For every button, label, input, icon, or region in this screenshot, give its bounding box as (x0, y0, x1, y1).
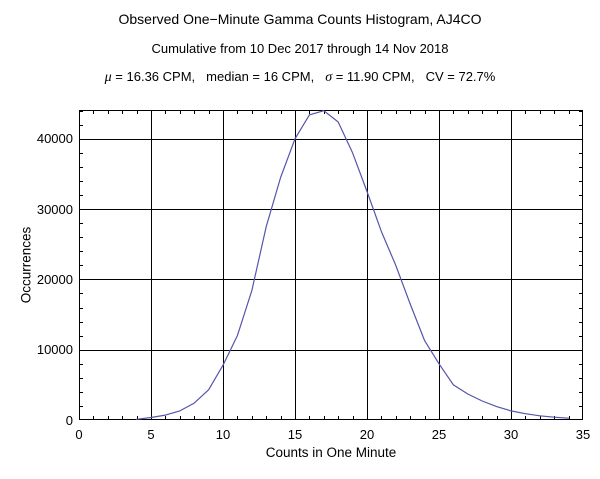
median-value: median = 16 CPM, (206, 69, 315, 84)
chart-title: Observed One−Minute Gamma Counts Histogr… (118, 11, 482, 27)
y-tick-label: 30000 (36, 201, 73, 217)
y-tick-label: 20000 (36, 271, 73, 287)
x-tick-label: 0 (75, 427, 83, 442)
plot-canvas (79, 110, 583, 420)
stats-line: μ = 16.36 CPM, median = 16 CPM, σ = 11.90 … (0, 69, 600, 86)
plot-frame (79, 110, 583, 420)
x-tick-label: 25 (431, 427, 447, 442)
cv-value: CV = 72.7% (425, 69, 496, 84)
y-tick-label: 10000 (36, 342, 73, 358)
x-axis-label: Counts in One Minute (265, 445, 397, 460)
sigma-symbol: σ (325, 70, 333, 85)
histogram-curve (135, 110, 570, 420)
sigma-value: = 11.90 CPM, (332, 69, 415, 84)
mu-symbol: μ (104, 70, 112, 85)
plot-area (79, 110, 583, 420)
gridlines (79, 110, 583, 420)
y-tick-label: 40000 (36, 131, 73, 147)
x-tick-label: 35 (575, 427, 591, 442)
x-tick-label: 20 (359, 427, 375, 442)
x-tick-label: 5 (147, 427, 155, 442)
x-tick-label: 15 (287, 427, 303, 442)
axis-ticks (79, 111, 582, 419)
x-tick-label: 10 (215, 427, 231, 442)
y-axis-label: Occurrences (18, 226, 34, 304)
chart-subtitle: Cumulative from 10 Dec 2017 through 14 N… (151, 41, 449, 56)
y-tick-label: 0 (65, 412, 73, 428)
mu-value: = 16.36 CPM, (111, 69, 196, 84)
x-tick-label: 30 (503, 427, 519, 442)
